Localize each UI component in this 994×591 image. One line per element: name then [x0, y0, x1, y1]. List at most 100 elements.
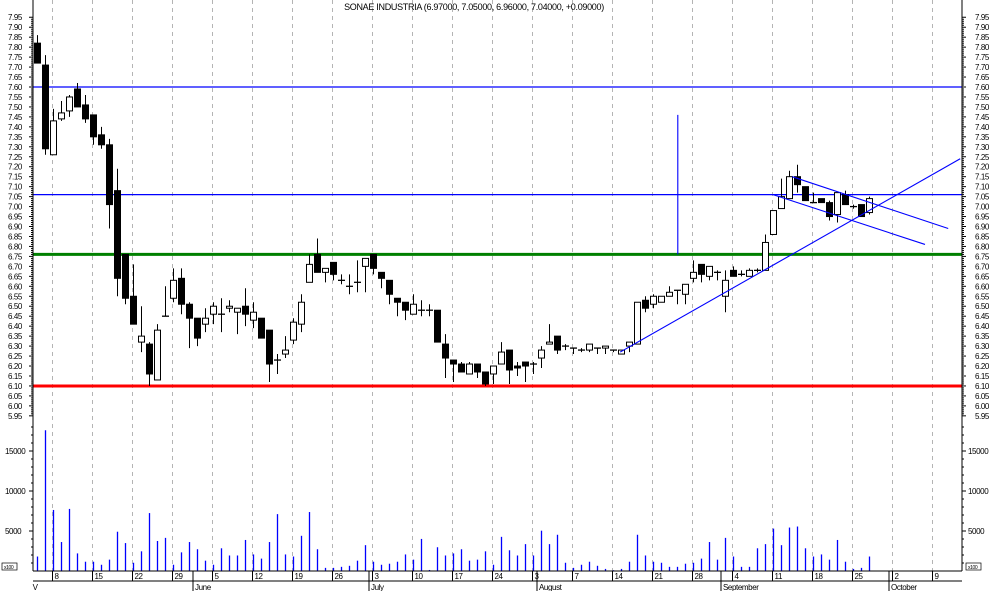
y-tick-label-left: 7.00 — [8, 203, 23, 212]
candle-down — [554, 335, 561, 351]
y-tick-label-right: 6.90 — [975, 223, 990, 232]
x-day-label: 5 — [215, 572, 220, 581]
y-tick-label-left: 7.15 — [8, 173, 23, 182]
y-tick-label-left: 6.60 — [8, 282, 23, 291]
y-tick-label-left: 7.30 — [8, 143, 23, 152]
y-tick-label-left: 7.65 — [8, 73, 23, 82]
candle-up — [682, 283, 689, 295]
volume-bars — [36, 430, 871, 571]
y-tick-label-right: 7.55 — [975, 93, 990, 102]
y-tick-label-left: 6.50 — [8, 302, 23, 311]
candle-up — [618, 349, 625, 355]
candle-up — [362, 257, 369, 267]
candle-up — [234, 307, 241, 313]
y-tick-label-right: 6.80 — [975, 242, 990, 251]
candle-down — [146, 343, 153, 375]
candle-down — [186, 303, 193, 319]
y-tick-label-right: 6.15 — [975, 372, 990, 381]
y-tick-label-left: 6.15 — [8, 372, 23, 381]
candle-up — [210, 305, 217, 315]
candle-down — [386, 279, 393, 295]
candle-up — [786, 176, 793, 200]
candle-up — [226, 305, 233, 309]
y-tick-label-right: 7.70 — [975, 63, 990, 72]
y-tick-label-left: 7.10 — [8, 183, 23, 192]
candle-up — [50, 120, 57, 156]
candle-down — [514, 365, 521, 369]
candle-up — [586, 343, 593, 351]
candle-down — [394, 297, 401, 303]
x-day-label: 12 — [255, 572, 264, 581]
candle-up — [602, 345, 609, 349]
y-tick-label-right: 7.00 — [975, 203, 990, 212]
x-month-label: September — [723, 583, 759, 591]
candle-down — [178, 277, 185, 305]
candle-up — [866, 198, 873, 214]
y-tick-label-right: 6.95 — [975, 213, 990, 222]
grid — [52, 0, 933, 571]
candle-down — [82, 104, 89, 120]
y-tick-label-left: 6.70 — [8, 262, 23, 271]
x-day-label: 18 — [815, 572, 824, 581]
x-day-label: 28 — [695, 572, 704, 581]
y-tick-label-left: 7.70 — [8, 63, 23, 72]
candle-up — [722, 279, 729, 297]
y-tick-label-right: 7.60 — [975, 83, 990, 92]
x-month-label: June — [195, 583, 212, 591]
candle-down — [266, 329, 273, 365]
y-tick-label-left: 6.20 — [8, 362, 23, 371]
y-tick-label-left: 6.40 — [8, 322, 23, 331]
y-tick-label-right: 6.30 — [975, 342, 990, 351]
candle-down — [450, 359, 457, 365]
y-tick-label-left: 5.95 — [8, 412, 23, 421]
y-tick-label-right: 7.80 — [975, 43, 990, 52]
candle-up — [322, 267, 329, 273]
x-day-label: 9 — [935, 572, 940, 581]
candle-down — [242, 305, 249, 315]
candle-down — [442, 343, 449, 359]
candle-down — [818, 198, 825, 204]
x-day-label: 21 — [655, 572, 664, 581]
y-tick-label-left: 7.50 — [8, 103, 23, 112]
candle-up — [410, 303, 417, 315]
y-tick-label-left: 7.75 — [8, 53, 23, 62]
y-tick-label-left: 6.65 — [8, 272, 23, 281]
y-tick-label-left: 7.05 — [8, 193, 23, 202]
x-day-label: 26 — [335, 572, 344, 581]
candle-up — [538, 349, 545, 359]
x-day-label: 22 — [135, 572, 144, 581]
candle-up — [298, 301, 305, 325]
y-tick-label-left: 6.35 — [8, 332, 23, 341]
x-day-label: 8 — [55, 572, 60, 581]
candle-down — [402, 301, 409, 311]
y-tick-label-right: 6.25 — [975, 352, 990, 361]
y-tick-label-left: 7.80 — [8, 43, 23, 52]
y-tick-label-left: 7.90 — [8, 23, 23, 32]
y-tick-label-right: 7.45 — [975, 113, 990, 122]
candle-down — [842, 194, 849, 206]
candle-down — [314, 253, 321, 273]
candle-up — [306, 263, 313, 283]
candle-up — [658, 295, 665, 303]
y-tick-label-left: 6.10 — [8, 382, 23, 391]
candle-down — [330, 261, 337, 275]
candle-down — [74, 88, 81, 108]
candle-down — [506, 349, 513, 371]
y-tick-label-right: 7.15 — [975, 173, 990, 182]
y-tick-label-left: 7.25 — [8, 153, 23, 162]
candle-down — [122, 253, 129, 299]
x-day-label: 29 — [175, 572, 184, 581]
y-tick-label-right: 6.85 — [975, 232, 990, 241]
candle-down — [698, 263, 705, 275]
x-day-label: 14 — [615, 572, 624, 581]
y-tick-label-left: 6.80 — [8, 242, 23, 251]
y-tick-label-left: 6.00 — [8, 402, 23, 411]
trendline — [792, 176, 949, 230]
trendlines — [619, 114, 961, 353]
candle-down — [858, 204, 865, 218]
candle-up — [666, 291, 673, 297]
candle-up — [490, 365, 497, 375]
y-tick-label-left: 6.30 — [8, 342, 23, 351]
